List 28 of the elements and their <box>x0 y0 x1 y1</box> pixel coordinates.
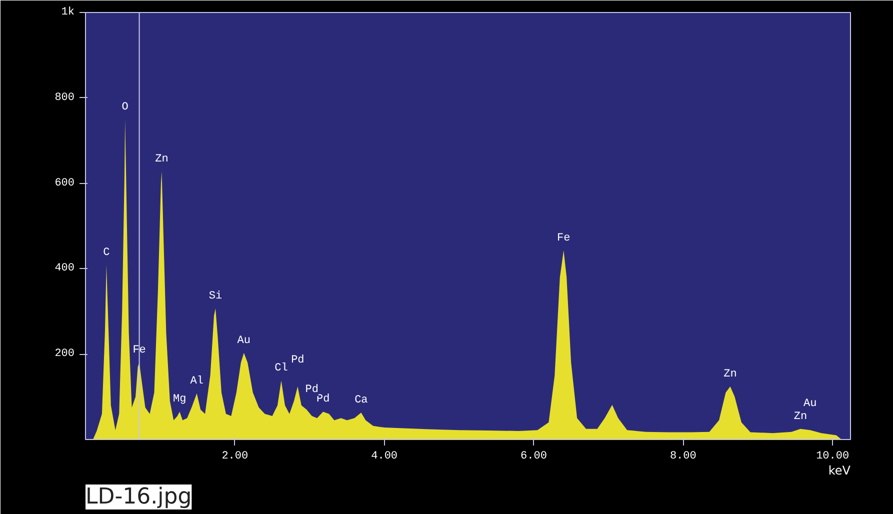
y-tick-label: 800 <box>54 92 75 104</box>
x-tick-label: 10.00 <box>816 450 850 462</box>
annotation: Si <box>208 290 222 302</box>
annotation: Ca <box>354 394 368 407</box>
y-tick-label: 400 <box>54 262 75 275</box>
annotation: C <box>103 246 110 259</box>
annotation: Zn <box>794 410 808 423</box>
annotation: Zn <box>155 153 168 166</box>
annotation: Zn <box>724 368 737 381</box>
x-tick-label: 8.00 <box>670 450 696 462</box>
annotation: Pd <box>291 354 304 367</box>
y-tick-label: 200 <box>54 348 75 360</box>
annotation: Cl <box>274 362 288 375</box>
annotation: Au <box>237 334 250 347</box>
x-tick-label: 4.00 <box>371 450 398 462</box>
annotation: Mg <box>173 394 186 406</box>
annotation: Au <box>804 398 817 410</box>
annotation: Pd <box>316 394 330 406</box>
annotation: O <box>122 101 129 114</box>
annotation: Pd <box>305 384 318 396</box>
x-tick-label: 6.00 <box>520 450 547 462</box>
x-tick-label: 2.00 <box>222 450 248 462</box>
x-axis-title: keV <box>828 464 852 478</box>
annotation: Al <box>190 375 204 388</box>
y-tick-label: 1k <box>61 6 75 18</box>
y-tick-label: 600 <box>54 177 75 190</box>
annotation: Fe <box>557 232 570 244</box>
text: LD-16.jpg <box>86 484 192 510</box>
